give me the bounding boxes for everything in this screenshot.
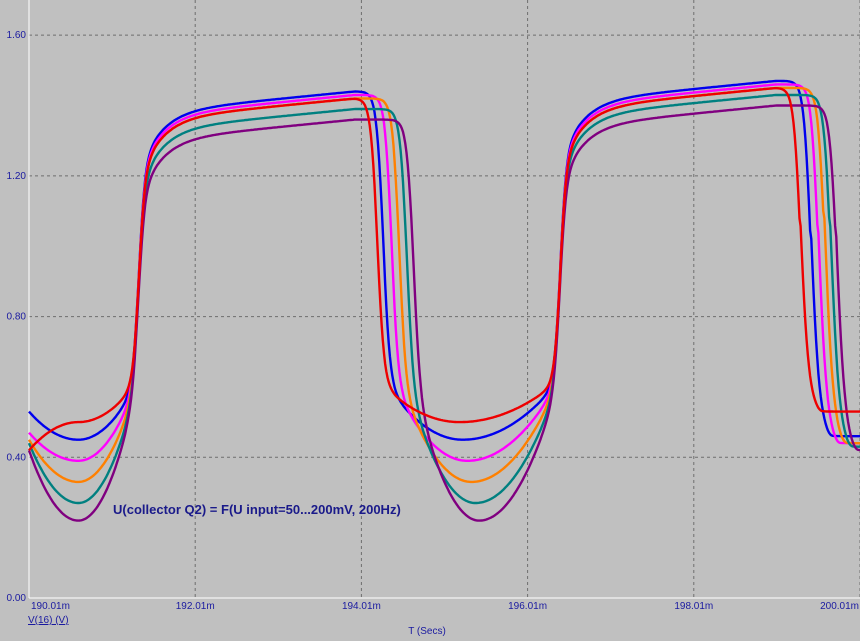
annotation: U(collector Q2) = F(U input=50...200mV, … [113,502,401,517]
y-tick-label: 0.40 [7,452,27,463]
x-tick-label: 200.01m [820,601,859,612]
x-tick-label: 190.01m [31,601,70,612]
series-group [27,79,860,522]
x-tick-label: 198.01m [674,601,713,612]
series-line-4 [27,93,860,505]
tick-labels: 0.00 0.40 0.80 1.20 1.60 190.01m 192.01m 194.01… [7,30,859,612]
axes [28,0,860,599]
series-line-1 [28,79,860,441]
grid [29,0,860,598]
y-tick-label: 1.20 [7,171,27,182]
y-tick-label: 1.60 [7,30,27,41]
series-line-6 [28,87,860,452]
series-line-5 [27,104,860,522]
y-tick-label: 0.00 [7,593,27,604]
y-tick-label: 0.80 [7,312,27,323]
x-tick-label: 192.01m [176,601,215,612]
trace-label[interactable]: V(16) (V) [28,615,69,626]
x-tick-label: 194.01m [342,601,381,612]
x-tick-label: 196.01m [508,601,547,612]
x-axis-label: T (Secs) [408,626,446,637]
series-line-2 [28,83,860,462]
